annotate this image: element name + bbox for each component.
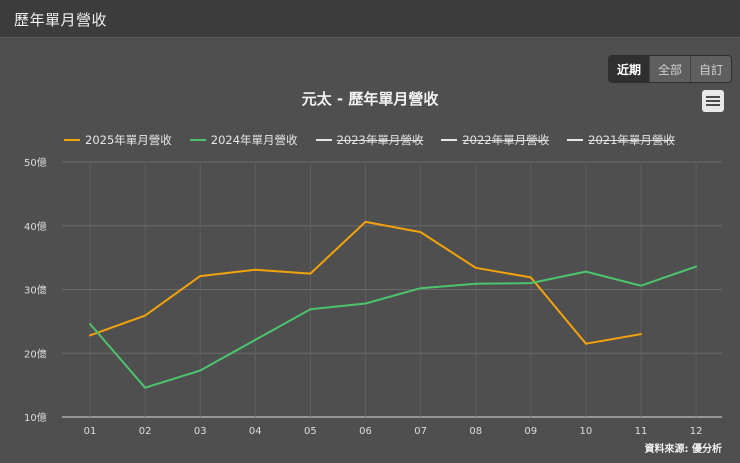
- x-tick-label: 11: [635, 426, 648, 437]
- range-all-button[interactable]: 全部: [649, 56, 690, 82]
- x-tick-label: 08: [469, 426, 482, 437]
- y-tick-label: 30億: [24, 284, 47, 297]
- x-tick-label: 04: [249, 426, 262, 437]
- legend-item-2022[interactable]: 2022年單月營收: [441, 132, 549, 148]
- legend-label-2024: 2024年單月營收: [210, 133, 298, 147]
- legend-label-2025: 2025年單月營收: [85, 133, 172, 147]
- range-recent-button[interactable]: 近期: [609, 56, 649, 82]
- hamburger-menu-icon[interactable]: [702, 90, 724, 112]
- y-tick-label: 50億: [24, 156, 47, 169]
- legend-item-2025[interactable]: 2025年單月營收: [64, 132, 172, 148]
- chart-title: 元太 - 歷年單月營收: [301, 90, 439, 108]
- x-tick-label: 02: [139, 426, 152, 437]
- x-tick-label: 05: [304, 426, 317, 437]
- series-line-0: [89, 220, 642, 345]
- x-tick-label: 10: [580, 426, 593, 437]
- x-tick-label: 01: [84, 426, 97, 437]
- y-tick-label: 40億: [24, 220, 47, 233]
- page-header: 歷年單月營收: [0, 0, 740, 38]
- legend-swatch-2022: [441, 139, 458, 141]
- legend-label-2021: 2021年單月營收: [588, 133, 675, 147]
- page-title: 歷年單月營收: [14, 11, 108, 29]
- legend-swatch-2021: [567, 139, 584, 141]
- legend-item-2021[interactable]: 2021年單月營收: [567, 132, 675, 148]
- x-tick-label: 03: [194, 426, 207, 437]
- x-tick-label: 07: [414, 426, 427, 437]
- legend-label-2023: 2023年單月營收: [336, 133, 424, 147]
- range-custom-button[interactable]: 自訂: [690, 56, 731, 82]
- series-line-1: [89, 265, 698, 389]
- legend-item-2023[interactable]: 2023年單月營收: [315, 132, 424, 148]
- legend-swatch-2023: [315, 139, 332, 141]
- y-tick-label: 20億: [24, 347, 47, 360]
- legend-swatch-2024: [189, 139, 206, 141]
- x-tick-label: 06: [359, 426, 372, 437]
- range-selector: 近期 全部 自訂: [608, 55, 732, 83]
- y-tick-label: 10億: [24, 411, 47, 424]
- chart-legend: 2025年單月營收 2024年單月營收 2023年單月營收 2022年單月營收 …: [64, 131, 693, 149]
- x-tick-label: 09: [524, 426, 537, 437]
- x-tick-label: 12: [690, 426, 703, 437]
- legend-swatch-2025: [64, 139, 80, 141]
- legend-item-2024[interactable]: 2024年單月營收: [189, 132, 298, 148]
- legend-label-2022: 2022年單月營收: [462, 133, 550, 147]
- data-source: 資料來源: 優分析: [644, 444, 722, 455]
